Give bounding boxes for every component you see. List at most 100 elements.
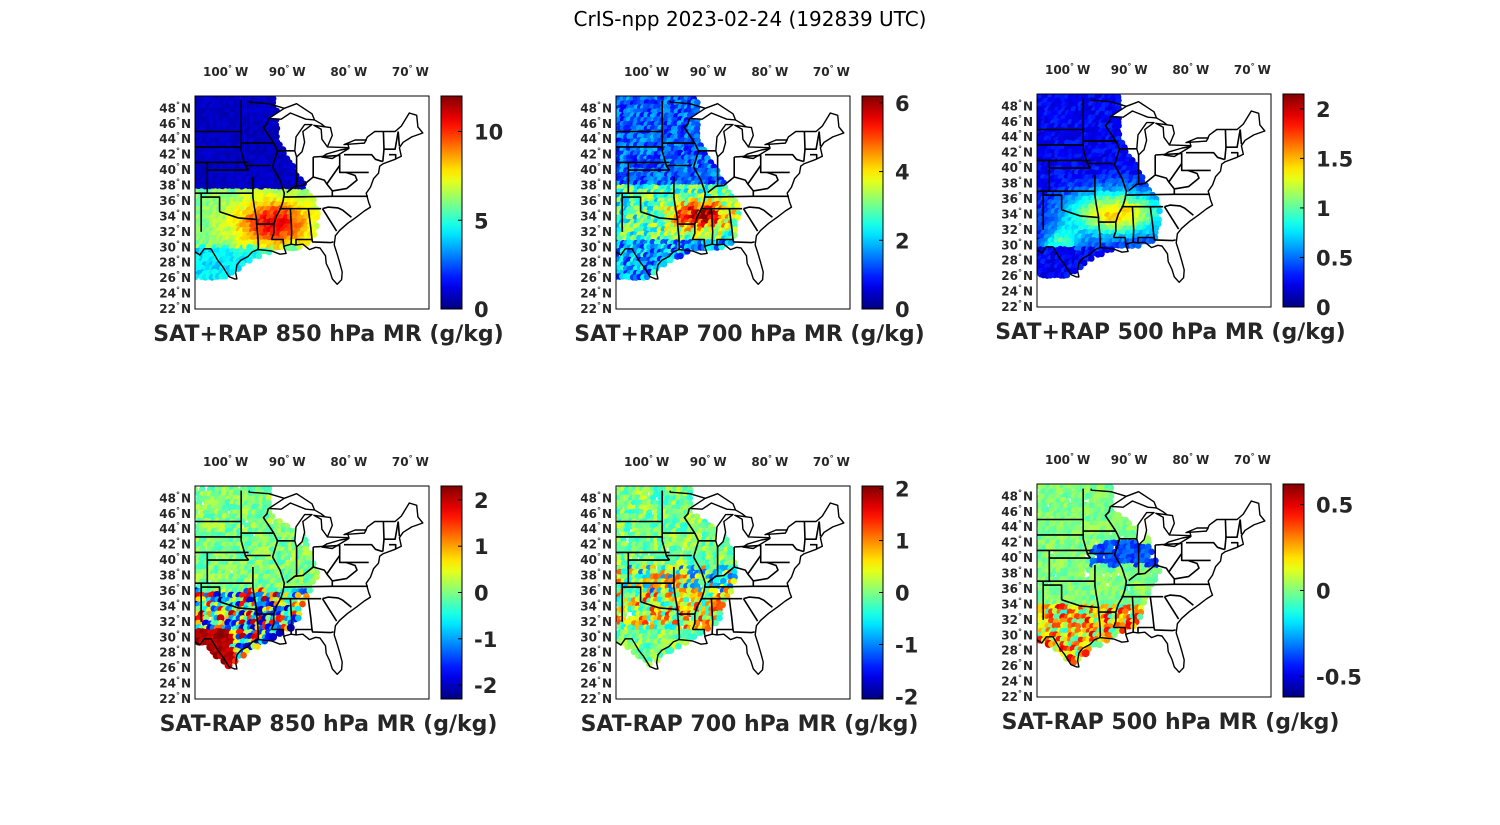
lat-tick-label: 48°N (159, 490, 191, 505)
figure-title: CrIS-npp 2023-02-24 (192839 UTC) (573, 7, 927, 31)
colorbar-tick-label: 0.5 (1316, 246, 1353, 270)
state-border (255, 224, 260, 250)
state-border (803, 131, 806, 150)
state-border (382, 131, 399, 162)
great-lake (1136, 121, 1155, 156)
state-border (1231, 151, 1239, 158)
state-border (219, 211, 258, 225)
lat-tick-label: 26°N (580, 270, 612, 285)
map-boundaries (195, 490, 424, 675)
data-point (666, 256, 674, 264)
state-border (382, 521, 385, 540)
colorbar-tick-label: 5 (474, 209, 489, 233)
data-point (216, 614, 225, 623)
data-point (1071, 267, 1078, 275)
state-border (1153, 237, 1176, 242)
great-lake (1155, 122, 1175, 146)
lat-tick-label: 30°N (159, 239, 191, 254)
lat-tick-label: 24°N (1001, 284, 1033, 299)
state-border (332, 561, 358, 582)
state-border (338, 154, 369, 174)
lon-tick-label: 80° W (751, 64, 788, 79)
lon-tick-label: 100° W (624, 64, 669, 79)
lat-tick-label: 48°N (159, 100, 191, 115)
lat-tick-label: 32°N (159, 224, 191, 239)
lat-tick-label: 28°N (580, 255, 612, 270)
great-lake (268, 103, 316, 121)
colorbar-tick-label: -1 (474, 628, 497, 652)
state-border (326, 165, 341, 185)
state-border (1174, 169, 1200, 190)
lat-tick-label: 48°N (580, 100, 612, 115)
data-point (313, 213, 321, 221)
state-border (683, 118, 696, 144)
state-border (759, 154, 790, 174)
colorbar-tick-label: 10 (474, 121, 503, 145)
lon-tick-label: 80° W (330, 64, 367, 79)
state-border (240, 100, 250, 171)
state-border (1168, 163, 1183, 183)
state-border (382, 131, 385, 150)
state-border (747, 165, 762, 185)
data-point (276, 518, 283, 525)
state-border (252, 567, 258, 610)
lat-tick-label: 42°N (159, 147, 191, 162)
data-point (1115, 97, 1122, 104)
lat-tick-label: 38°N (1001, 176, 1033, 191)
data-field (616, 486, 739, 668)
state-border (1186, 151, 1226, 161)
lat-tick-label: 26°N (159, 660, 191, 675)
coastline (195, 100, 424, 285)
map-panel-sat-rap-sum-850: 48°N 46°N 44°N 42°N 40°N 38°N 36°N 34°N 32°N 30°N… (130, 60, 503, 364)
state-border (262, 508, 275, 534)
lon-tick-label: 100° W (203, 64, 248, 79)
state-border (338, 544, 369, 564)
data-field (616, 96, 742, 281)
colorbar-tick-label: 4 (895, 161, 910, 185)
lat-tick-label: 36°N (159, 193, 191, 208)
state-border (397, 521, 401, 537)
lat-tick-label: 34°N (1001, 206, 1033, 221)
lon-tick-label: 70° W (392, 454, 429, 469)
state-border (284, 195, 368, 198)
great-lake (343, 529, 367, 536)
lat-tick-label: 26°N (1001, 268, 1033, 283)
coastline (616, 100, 845, 285)
data-point (265, 494, 272, 501)
lat-tick-label: 40°N (1001, 160, 1033, 175)
lat-tick-label: 42°N (159, 537, 191, 552)
lat-tick-label: 44°N (1001, 129, 1033, 144)
lat-tick-label: 38°N (580, 178, 612, 193)
colorbar-tick-label: 1 (474, 535, 489, 559)
state-border (397, 131, 401, 147)
state-border (321, 598, 338, 622)
lat-tick-label: 46°N (159, 506, 191, 521)
data-point (280, 549, 288, 557)
lat-tick-label: 22°N (159, 691, 191, 706)
data-point (664, 490, 671, 497)
data-point (1063, 271, 1071, 279)
lat-tick-label: 44°N (580, 131, 612, 146)
state-border (271, 532, 286, 592)
state-border (1164, 204, 1194, 216)
great-lake (313, 124, 333, 148)
great-lake (764, 139, 788, 146)
lat-tick-label: 42°N (580, 147, 612, 162)
colorbar-tick-label: 6 (895, 92, 910, 116)
lon-tick-label: 70° W (392, 64, 429, 79)
lat-tick-label: 46°N (159, 116, 191, 131)
lon-tick-label: 90° W (1111, 62, 1148, 77)
lat-tick-label: 48°N (1001, 98, 1033, 113)
state-border (322, 596, 352, 608)
data-point (246, 257, 253, 264)
data-point (231, 587, 239, 594)
great-lake (343, 139, 367, 146)
state-border (271, 628, 285, 636)
state-border (803, 131, 820, 162)
lon-tick-label: 90° W (269, 64, 306, 79)
state-border (271, 142, 286, 202)
lat-tick-label: 30°N (580, 239, 612, 254)
state-border (1094, 175, 1100, 218)
great-lake (294, 513, 313, 548)
state-border (382, 521, 399, 552)
